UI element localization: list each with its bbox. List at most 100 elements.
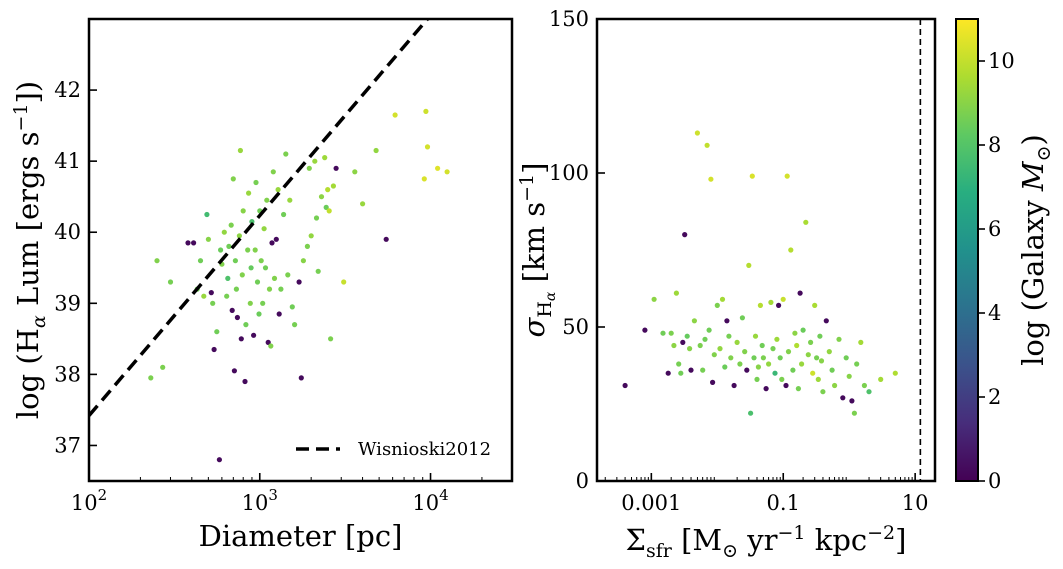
- left-data-point: [224, 293, 230, 299]
- right-data-point: [660, 330, 666, 336]
- right-data-point: [704, 142, 710, 148]
- left-data-point: [328, 336, 334, 342]
- left-data-point: [236, 233, 242, 239]
- right-y-tick-label: 0: [576, 469, 589, 493]
- right-data-point: [810, 370, 816, 376]
- left-data-point: [424, 144, 431, 150]
- right-data-point: [706, 327, 712, 333]
- left-data-point: [265, 339, 271, 345]
- left-y-tick-label: 41: [54, 149, 81, 173]
- colorbar-tick-label: 0: [988, 469, 1001, 493]
- right-data-point: [714, 302, 720, 308]
- right-data-point: [700, 367, 706, 373]
- left-data-point: [283, 151, 289, 157]
- right-data-point: [678, 370, 684, 376]
- left-data-point: [208, 290, 214, 296]
- right-data-point: [759, 342, 765, 349]
- colorbar-tick-label: 4: [988, 301, 1001, 325]
- colorbar-label: log (Galaxy M⊙): [1016, 134, 1055, 366]
- right-y-tick-label: 50: [562, 315, 589, 339]
- left-data-point: [246, 190, 252, 196]
- left-data-point: [325, 187, 331, 193]
- left-y-tick-label: 42: [54, 78, 81, 102]
- colorbar-tick-label: 6: [988, 217, 1001, 241]
- right-data-point: [785, 349, 792, 355]
- right-data-point: [691, 318, 698, 324]
- left-y-axis-label: log (Hα Lum [ergs s−1]): [10, 81, 50, 419]
- colorbar-gradient: [956, 19, 978, 481]
- right-y-axis-label: σHα [km s−1]: [516, 163, 559, 338]
- left-data-point: [266, 286, 273, 292]
- right-data-point: [774, 336, 780, 342]
- right-data-point: [817, 333, 823, 339]
- left-panel: 102 103 104 37 38 39 40 41 42 Diameter [pc] log …: [10, 17, 514, 553]
- left-y-tick-label: 40: [54, 220, 81, 244]
- right-data-point: [800, 327, 806, 333]
- left-data-point: [233, 286, 239, 292]
- right-x-tick-label: 0.1: [767, 491, 800, 515]
- left-data-point: [167, 279, 174, 285]
- left-data-point: [228, 222, 234, 228]
- right-data-point: [818, 358, 825, 364]
- left-data-point: [270, 169, 276, 175]
- legend-label: Wisnioski2012: [358, 439, 491, 460]
- right-data-point: [768, 299, 774, 305]
- right-data-point: [742, 349, 748, 355]
- left-data-point: [261, 226, 267, 232]
- legend: Wisnioski2012: [296, 439, 491, 460]
- colorbar-tick-label: 8: [988, 133, 1001, 157]
- right-data-point: [739, 315, 746, 321]
- left-data-point: [238, 336, 244, 342]
- right-data-point: [815, 376, 821, 382]
- right-y-tick-label: 100: [549, 161, 589, 185]
- left-data-point: [191, 240, 197, 246]
- left-data-point: [251, 332, 257, 338]
- left-data-point: [392, 112, 398, 118]
- right-data-point: [684, 333, 690, 339]
- right-data-point: [832, 382, 838, 389]
- left-data-point: [248, 265, 254, 271]
- right-points: [622, 130, 898, 416]
- left-data-point: [275, 187, 281, 193]
- right-data-point: [788, 247, 794, 253]
- left-data-point: [421, 176, 427, 182]
- right-data-point: [846, 373, 852, 379]
- right-data-point: [752, 333, 759, 339]
- left-data-point: [239, 272, 245, 278]
- right-data-point: [814, 355, 820, 361]
- right-data-point: [697, 342, 703, 349]
- right-data-point: [858, 339, 864, 345]
- right-data-point: [754, 376, 760, 382]
- right-x-axis-label: Σsfr [M⊙ yr−1 kpc−2]: [626, 522, 907, 562]
- left-data-point: [247, 300, 253, 306]
- right-data-point: [710, 379, 716, 385]
- right-data-point: [812, 302, 818, 308]
- left-data-point: [249, 219, 255, 225]
- left-data-point: [231, 368, 237, 374]
- left-data-point: [229, 307, 235, 313]
- left-data-point: [254, 279, 261, 285]
- left-data-point: [240, 208, 246, 214]
- left-data-point: [296, 279, 302, 285]
- right-data-point: [851, 410, 858, 416]
- left-data-point: [276, 311, 282, 317]
- right-data-point: [744, 367, 750, 373]
- right-data-point: [795, 386, 802, 392]
- right-data-point: [776, 302, 782, 308]
- left-points: [148, 108, 450, 463]
- right-data-point: [783, 382, 789, 389]
- right-data-point: [849, 398, 855, 404]
- left-data-point: [312, 158, 318, 164]
- right-data-point: [711, 352, 717, 358]
- right-data-point: [708, 176, 714, 182]
- right-data-point: [805, 352, 811, 358]
- left-data-point: [326, 208, 332, 214]
- left-data-point: [333, 165, 339, 171]
- left-data-point: [292, 322, 298, 328]
- left-data-point: [242, 378, 248, 385]
- wisnioski2012-line: [89, 19, 429, 417]
- right-data-point: [728, 355, 734, 361]
- left-data-point: [273, 236, 279, 242]
- right-data-point: [734, 339, 740, 345]
- right-data-point: [676, 361, 682, 367]
